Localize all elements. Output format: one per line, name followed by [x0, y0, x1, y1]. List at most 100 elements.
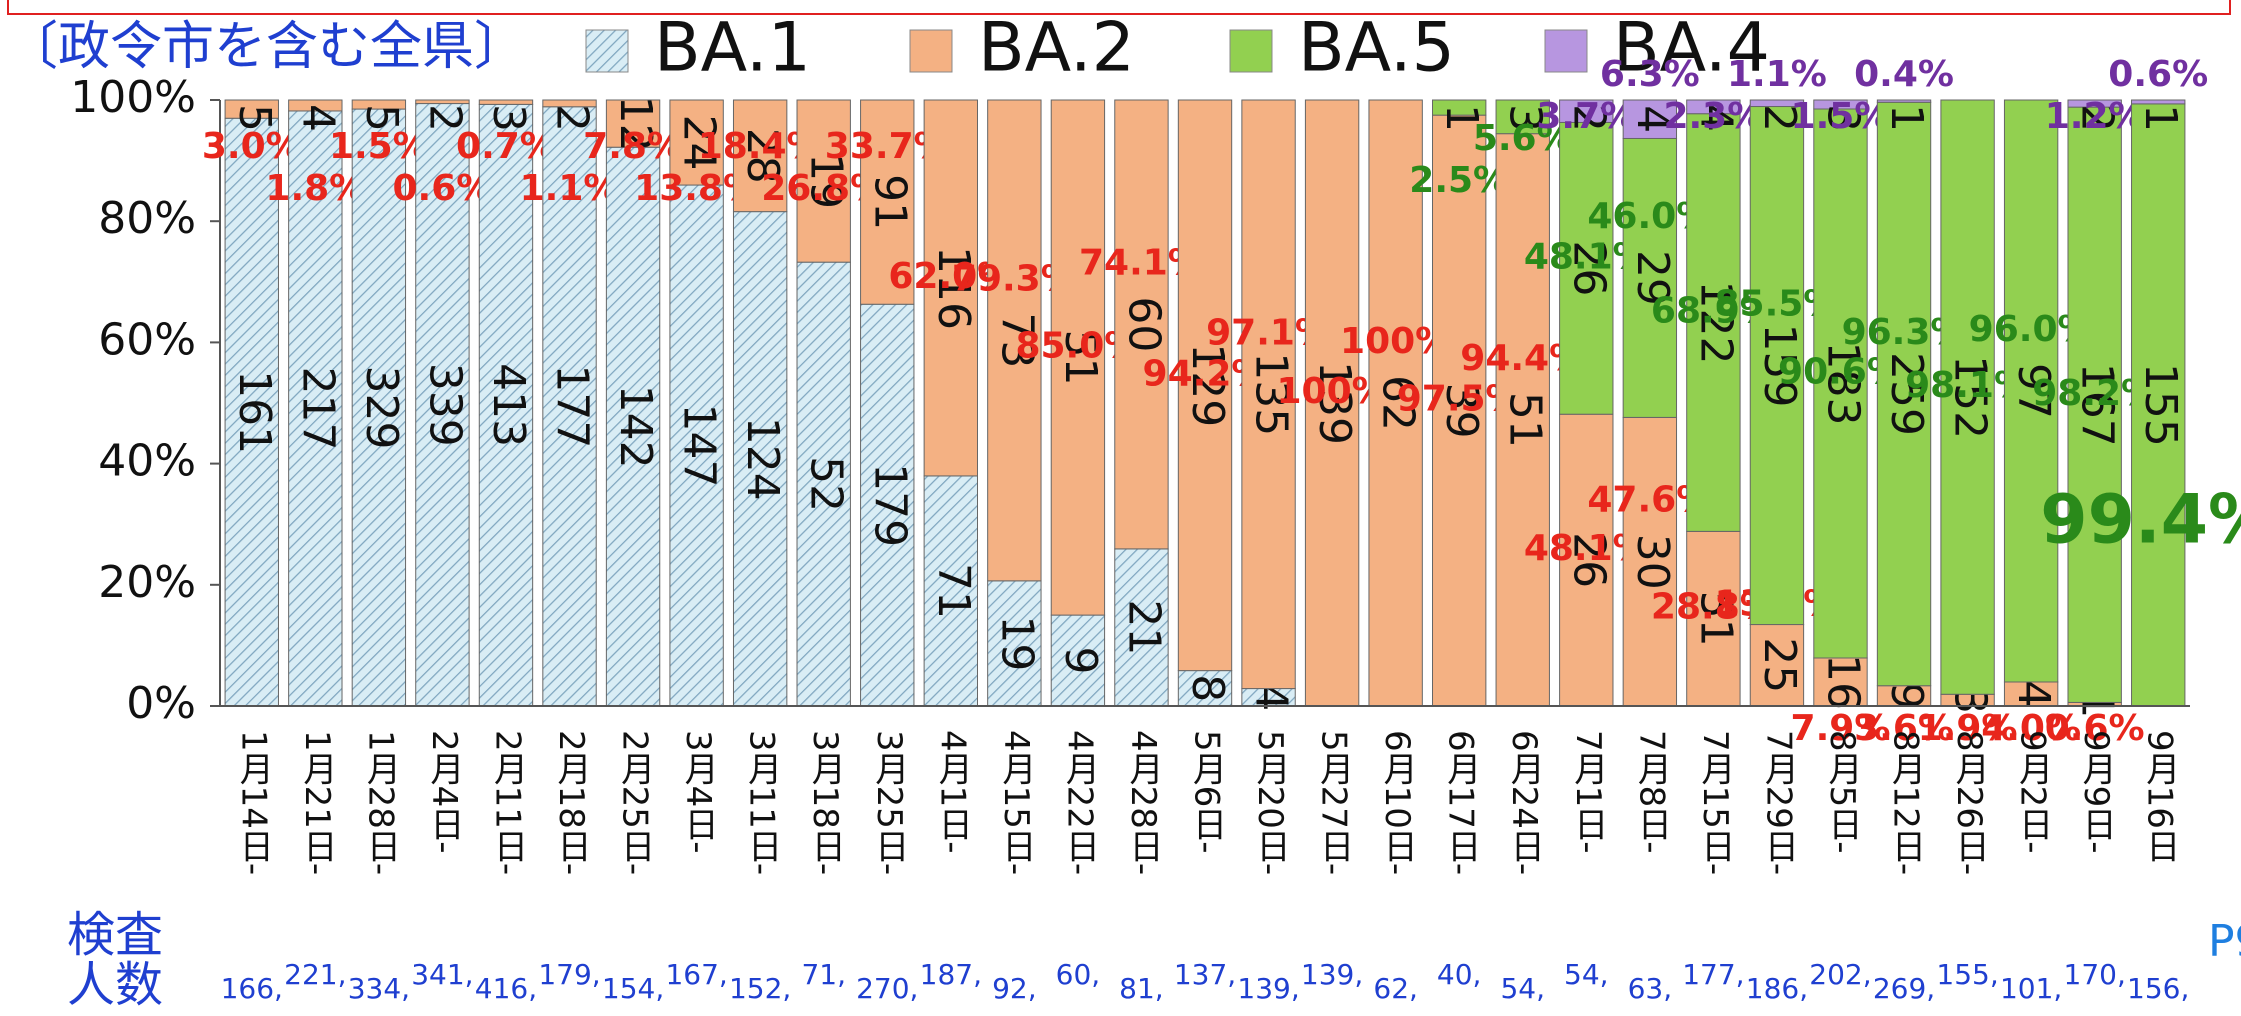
- count-label: 9: [1055, 647, 1106, 675]
- count-label: 4: [1627, 105, 1678, 133]
- count-label: 16: [1817, 654, 1868, 710]
- count-label: 24: [674, 115, 725, 171]
- y-tick-label: 40%: [98, 436, 196, 487]
- legend-label: BA.5: [1298, 9, 1455, 88]
- count-label: 2: [419, 104, 470, 132]
- total-label: 92,: [992, 972, 1037, 1005]
- legend-swatch: [1229, 29, 1273, 73]
- count-label: 62: [1373, 375, 1424, 431]
- totals-title: 人数: [67, 957, 163, 1013]
- percent-label: 1.1%: [520, 168, 620, 209]
- bar-segment: [732, 211, 788, 707]
- count-label: 147: [674, 404, 725, 488]
- bar-segment: [2131, 99, 2186, 105]
- total-label: 101,: [2000, 972, 2062, 1005]
- x-tick-label: 9月9日-: [2076, 730, 2116, 854]
- total-label: 170,: [2064, 958, 2126, 991]
- bar-segment: [987, 580, 1042, 707]
- bar-segment: [923, 99, 978, 477]
- percent-label: 1.1%: [1727, 54, 1827, 95]
- percent-label: 7.9%: [1791, 708, 1891, 749]
- percent-label: 0.6%: [2108, 54, 2208, 95]
- bar-segment: [1749, 106, 1805, 626]
- count-label: 167: [2072, 363, 2123, 447]
- count-label: 3: [1817, 104, 1868, 132]
- x-tick-label: 5月27日-: [1314, 730, 1354, 875]
- total-label: 179,: [538, 958, 600, 991]
- count-label: 29: [1627, 250, 1678, 306]
- percent-label: 3.0%: [202, 126, 302, 167]
- x-tick-label: 7月1日-: [1568, 730, 1608, 854]
- bar-segment: [1559, 121, 1614, 415]
- bar-segment: [288, 110, 343, 707]
- percent-label: 7.8%: [583, 126, 683, 167]
- bar-segment: [1368, 99, 1423, 707]
- bar-segment: [415, 103, 470, 707]
- total-label: 54,: [1564, 958, 1609, 991]
- count-label: 97: [2008, 363, 2059, 419]
- count-label: 129: [1182, 343, 1233, 427]
- percent-label: 1.9%: [1918, 708, 2018, 749]
- bar-segment: [669, 184, 724, 707]
- count-label: 26: [1563, 532, 1614, 588]
- count-label: 183: [1817, 342, 1868, 426]
- percent-label: 0.7%: [456, 126, 556, 167]
- count-label: 3: [483, 104, 534, 132]
- bar-segment: [987, 99, 1042, 582]
- bar-segment: [1432, 114, 1487, 707]
- count-label: 142: [610, 385, 661, 469]
- bar-segment: [732, 99, 788, 213]
- count-label: 217: [292, 366, 343, 450]
- bar-segment: [2003, 681, 2059, 707]
- bar-segment: [1813, 99, 1868, 110]
- totals-title: 検査: [67, 907, 163, 963]
- total-label: 60,: [1056, 958, 1101, 991]
- count-label: 19: [801, 153, 852, 209]
- percent-label: 6.3%: [1600, 54, 1700, 95]
- count-label: 159: [1754, 324, 1805, 408]
- bar-segment: [478, 99, 534, 105]
- percent-label: 1.2%: [2045, 96, 2145, 137]
- total-label: 40,: [1437, 958, 1482, 991]
- total-label: 155,: [1936, 958, 1998, 991]
- percent-label: 0.6%: [392, 168, 492, 209]
- y-tick-label: 20%: [98, 557, 196, 608]
- legend-label: BA.2: [978, 9, 1135, 88]
- count-label: 2: [1563, 104, 1614, 132]
- x-tick-label: 7月8日-: [1631, 730, 1671, 854]
- x-tick-label: 2月18日-: [551, 730, 591, 875]
- x-tick-label: 9月16日: [2140, 730, 2180, 863]
- count-label: 12: [610, 96, 661, 152]
- count-label: 329: [356, 366, 407, 450]
- count-label: 259: [1881, 352, 1932, 436]
- count-label: 413: [483, 363, 534, 447]
- bar-segment: [1686, 113, 1741, 532]
- total-label: 63,: [1628, 972, 1673, 1005]
- percent-label: 1.5%: [329, 126, 429, 167]
- x-tick-label: 2月25日-: [615, 730, 655, 875]
- x-tick-label: 5月6日-: [1187, 730, 1227, 854]
- bar-segment: [351, 108, 407, 707]
- count-label: 1: [2135, 104, 2186, 132]
- x-tick-label: 8月26日-: [1949, 730, 1989, 875]
- x-tick-label: 4月22日-: [1059, 730, 1099, 875]
- count-label: 177: [547, 364, 598, 448]
- count-label: 124: [737, 417, 788, 501]
- x-tick-label: 2月4日-: [424, 730, 464, 854]
- count-label: 2: [547, 104, 598, 132]
- bar-segment: [1686, 99, 1741, 115]
- count-label: 1: [1881, 104, 1932, 132]
- bar-segment: [1177, 99, 1233, 672]
- x-tick-label: 4月28日-: [1123, 730, 1163, 875]
- bar-segment: [2003, 99, 2059, 683]
- total-label: 62,: [1373, 972, 1418, 1005]
- total-label: 54,: [1500, 972, 1545, 1005]
- count-label: 19: [991, 615, 1042, 671]
- percent-label: 0.4%: [1854, 54, 1954, 95]
- bar-segment: [1177, 670, 1233, 707]
- x-tick-label: 2月11日-: [487, 730, 527, 875]
- total-label: 202,: [1809, 958, 1871, 991]
- x-tick-label: 7月29日-: [1758, 730, 1798, 875]
- bar-segment: [796, 99, 851, 263]
- bar-segment: [1559, 99, 1614, 123]
